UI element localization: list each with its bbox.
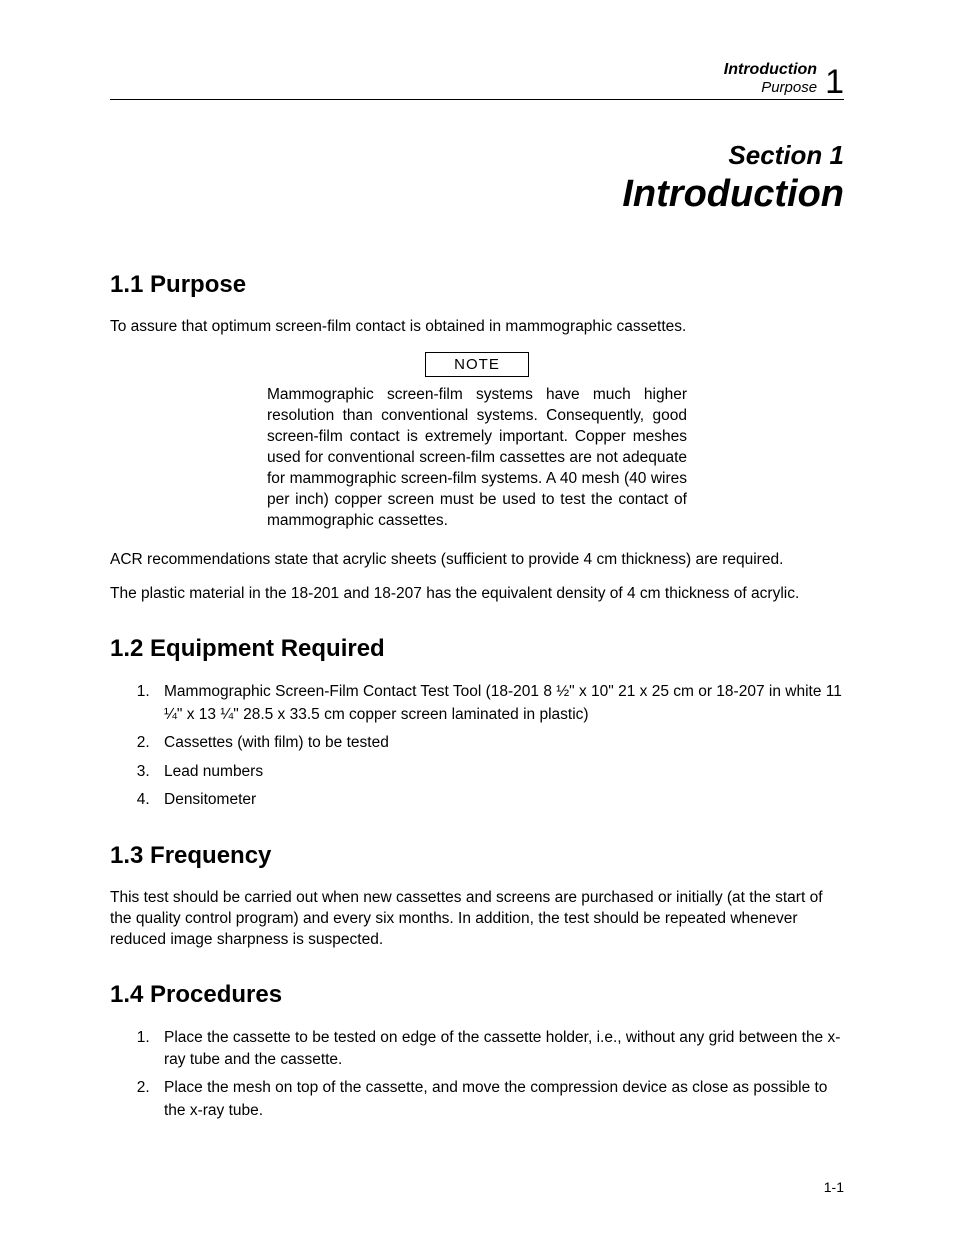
note-body: Mammographic screen-film systems have mu… (267, 385, 687, 531)
procedures-list: Place the cassette to be tested on edge … (150, 1027, 844, 1123)
running-header: Introduction Purpose 1 (110, 60, 844, 100)
header-chapter-number: 1 (825, 65, 844, 99)
list-item: Mammographic Screen-Film Contact Test To… (154, 681, 844, 726)
purpose-paragraph-3: The plastic material in the 18-201 and 1… (110, 584, 844, 605)
document-page: Introduction Purpose 1 Section 1 Introdu… (0, 0, 954, 1235)
purpose-paragraph-1: To assure that optimum screen-film conta… (110, 317, 844, 338)
heading-purpose: 1.1 Purpose (110, 271, 844, 299)
list-item: Lead numbers (154, 761, 844, 783)
section-title-block: Section 1 Introduction (110, 140, 844, 216)
list-item: Densitometer (154, 789, 844, 811)
page-number: 1-1 (824, 1179, 844, 1195)
list-item: Place the cassette to be tested on edge … (154, 1027, 844, 1072)
list-item: Place the mesh on top of the cassette, a… (154, 1077, 844, 1122)
equipment-list: Mammographic Screen-Film Contact Test To… (150, 681, 844, 811)
header-subtitle: Purpose (724, 79, 817, 97)
section-title: Introduction (110, 173, 844, 216)
heading-procedures: 1.4 Procedures (110, 981, 844, 1009)
purpose-paragraph-2: ACR recommendations state that acrylic s… (110, 550, 844, 571)
section-label: Section 1 (110, 140, 844, 171)
note-label-wrap: NOTE (110, 352, 844, 377)
header-chapter-title: Introduction (724, 60, 817, 79)
running-header-text: Introduction Purpose (724, 60, 817, 97)
note-label: NOTE (425, 352, 529, 377)
heading-equipment: 1.2 Equipment Required (110, 635, 844, 663)
list-item: Cassettes (with film) to be tested (154, 732, 844, 754)
frequency-paragraph: This test should be carried out when new… (110, 888, 844, 951)
heading-frequency: 1.3 Frequency (110, 842, 844, 870)
